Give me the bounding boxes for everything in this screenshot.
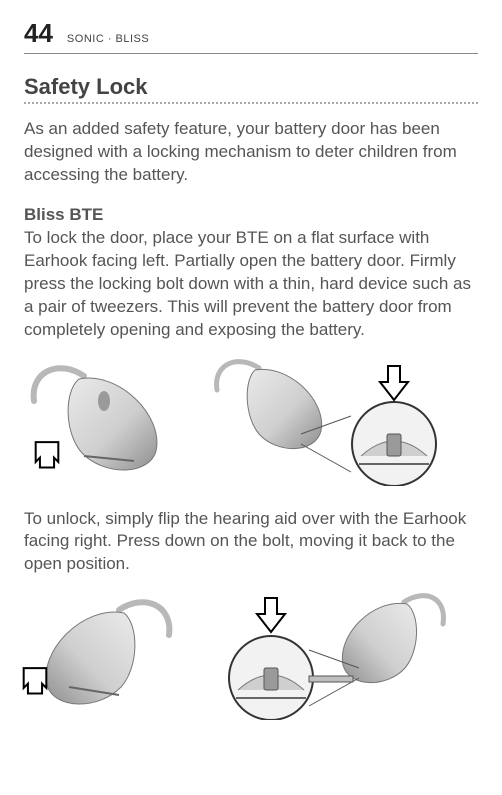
arrow-down-icon [254,596,288,636]
sub-heading: Bliss BTE [24,205,478,225]
page-header: 44 SONIC · BLISS [24,18,478,54]
section-title: Safety Lock [24,74,478,100]
arrow-icon [30,435,64,469]
lock-device-closeup [209,356,449,486]
intro-paragraph: As an added safety feature, your battery… [24,118,478,187]
page-number: 44 [24,18,53,49]
unlock-paragraph: To unlock, simply flip the hearing aid o… [24,508,478,577]
unlock-illustration-row [24,590,478,720]
lock-paragraph: To lock the door, place your BTE on a fl… [24,227,478,342]
arrow-icon [18,661,52,695]
arrow-down-icon [377,364,411,404]
lock-device-left [24,361,179,481]
unlock-device-closeup [209,590,449,720]
manual-page: 44 SONIC · BLISS Safety Lock As an added… [0,0,502,766]
header-brand-label: SONIC · BLISS [67,33,149,45]
dotted-rule [24,102,478,104]
unlock-device-left [24,595,179,715]
lock-illustration-row [24,356,478,486]
